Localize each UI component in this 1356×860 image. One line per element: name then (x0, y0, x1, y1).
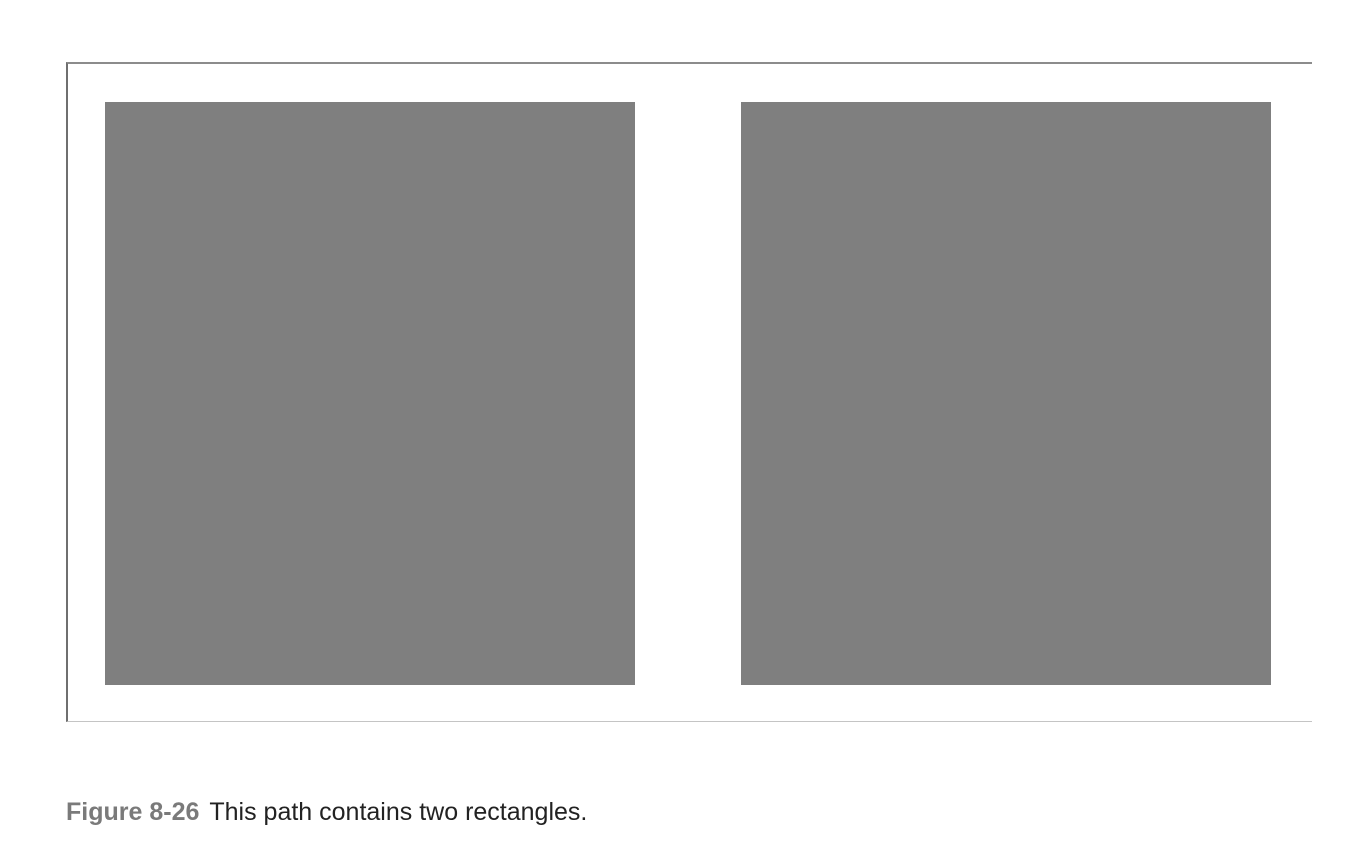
figure-caption-text: This path contains two rectangles. (209, 798, 588, 826)
figure-canvas (66, 62, 1312, 722)
left-rectangle (105, 102, 635, 685)
figure-caption: Figure 8-26 This path contains two rectan… (66, 796, 587, 828)
right-rectangle (741, 102, 1271, 685)
figure-label: Figure 8-26 (66, 798, 200, 826)
